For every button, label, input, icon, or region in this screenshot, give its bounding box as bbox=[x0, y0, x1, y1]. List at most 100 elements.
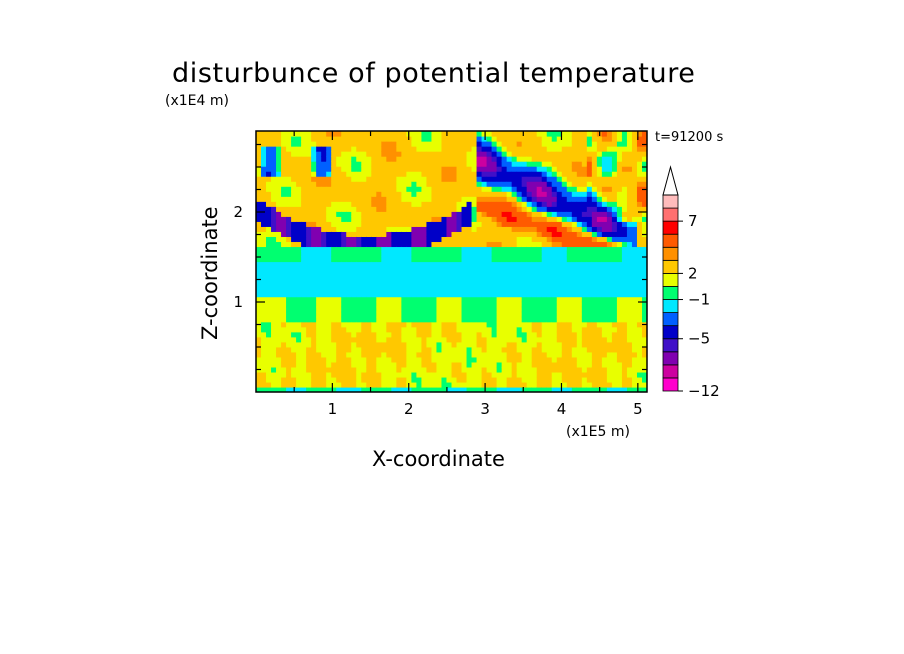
field-cell bbox=[611, 326, 618, 333]
field-cell bbox=[406, 356, 412, 363]
field-cell bbox=[286, 166, 292, 172]
field-cell bbox=[546, 306, 553, 313]
field-cell bbox=[606, 311, 613, 318]
field-cell bbox=[516, 206, 523, 212]
field-cell bbox=[271, 131, 277, 137]
field-cell bbox=[521, 291, 528, 298]
field-cell bbox=[531, 161, 538, 167]
field-cell bbox=[586, 361, 593, 368]
field-cell bbox=[501, 241, 508, 248]
field-cell bbox=[511, 311, 518, 318]
field-cell bbox=[516, 191, 523, 197]
field-cell bbox=[606, 176, 613, 182]
field-cell bbox=[616, 236, 623, 243]
field-cell bbox=[526, 356, 533, 363]
field-cell bbox=[626, 171, 633, 177]
field-cell bbox=[476, 231, 483, 238]
field-cell bbox=[391, 256, 397, 263]
field-cell bbox=[516, 336, 523, 343]
field-cell bbox=[426, 366, 433, 373]
field-cell bbox=[396, 381, 402, 388]
field-cell bbox=[606, 251, 613, 258]
field-cell bbox=[266, 256, 272, 263]
field-cell bbox=[561, 221, 568, 227]
field-cell bbox=[566, 156, 573, 162]
field-cell bbox=[336, 266, 342, 273]
field-cell bbox=[351, 226, 357, 232]
field-cell bbox=[356, 311, 362, 318]
field-cell bbox=[351, 366, 357, 373]
field-cell bbox=[516, 216, 523, 222]
field-cell bbox=[426, 306, 433, 313]
field-cell bbox=[516, 271, 523, 278]
field-cell bbox=[626, 226, 633, 232]
field-cell bbox=[431, 381, 438, 388]
field-cell bbox=[461, 271, 468, 278]
field-cell bbox=[581, 226, 588, 232]
field-cell bbox=[316, 306, 322, 313]
field-cell bbox=[571, 176, 578, 182]
field-cell bbox=[466, 366, 473, 373]
field-cell bbox=[541, 141, 548, 147]
field-cell bbox=[456, 256, 463, 263]
field-cell bbox=[341, 236, 347, 243]
field-cell bbox=[586, 256, 593, 263]
field-cell bbox=[496, 216, 503, 222]
field-cell bbox=[296, 211, 302, 217]
field-cell bbox=[581, 191, 588, 197]
field-cell bbox=[596, 351, 603, 358]
field-cell bbox=[396, 306, 402, 313]
field-cell bbox=[261, 346, 267, 353]
field-cell bbox=[601, 326, 608, 333]
field-cell bbox=[256, 241, 262, 248]
field-cell bbox=[426, 151, 433, 157]
field-cell bbox=[281, 266, 287, 273]
field-cell bbox=[451, 261, 458, 268]
field-cell bbox=[341, 211, 347, 217]
field-cell bbox=[551, 336, 558, 343]
field-cell bbox=[486, 181, 493, 187]
field-cell bbox=[306, 161, 312, 167]
field-cell bbox=[281, 196, 287, 202]
field-cell bbox=[451, 381, 458, 388]
field-cell bbox=[486, 301, 493, 308]
field-cell bbox=[606, 376, 613, 383]
field-cell bbox=[431, 386, 438, 392]
field-cell bbox=[441, 216, 448, 222]
field-cell bbox=[421, 366, 428, 373]
field-cell bbox=[436, 246, 443, 253]
field-cell bbox=[541, 221, 548, 227]
field-cell bbox=[256, 331, 262, 338]
field-cell bbox=[566, 321, 573, 328]
field-cell bbox=[641, 346, 647, 353]
field-cell bbox=[496, 231, 503, 238]
field-cell bbox=[291, 326, 297, 333]
field-cell bbox=[541, 321, 548, 328]
field-cell bbox=[461, 291, 468, 298]
field-cell bbox=[596, 176, 603, 182]
field-cell bbox=[406, 221, 412, 227]
field-cell bbox=[586, 336, 593, 343]
field-cell bbox=[511, 151, 518, 157]
field-cell bbox=[281, 326, 287, 333]
field-cell bbox=[626, 341, 633, 348]
field-cell bbox=[426, 261, 433, 268]
field-cell bbox=[406, 311, 412, 318]
field-cell bbox=[621, 291, 628, 298]
field-cell bbox=[281, 386, 287, 392]
field-cell bbox=[386, 376, 392, 383]
field-cell bbox=[611, 276, 618, 283]
field-cell bbox=[566, 191, 573, 197]
field-cell bbox=[361, 386, 367, 392]
field-cell bbox=[576, 191, 583, 197]
field-cell bbox=[286, 171, 292, 177]
field-cell bbox=[436, 236, 443, 243]
field-cell bbox=[476, 241, 483, 248]
field-cell bbox=[366, 176, 372, 182]
field-cell bbox=[641, 256, 647, 263]
field-cell bbox=[376, 211, 382, 217]
field-cell bbox=[571, 371, 578, 378]
field-cell bbox=[556, 201, 563, 207]
field-cell bbox=[536, 176, 543, 182]
field-cell bbox=[536, 291, 543, 298]
